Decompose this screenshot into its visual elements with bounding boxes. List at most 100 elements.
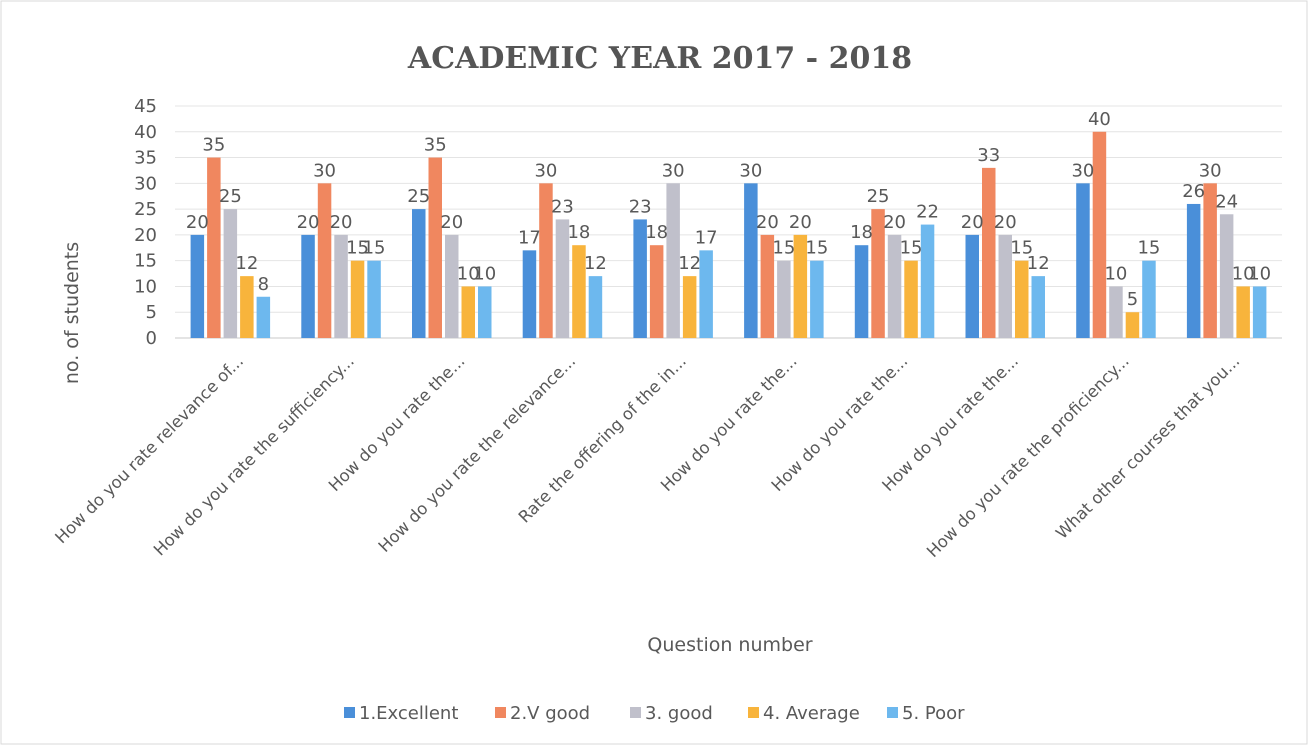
legend: 1.Excellent 2.V good 3. good 4. Average 5. P… xyxy=(344,703,965,724)
data-label: 17 xyxy=(695,227,718,248)
y-axis-ticks: 0 5 10 15 20 25 30 35 40 45 xyxy=(134,96,157,349)
bar xyxy=(367,260,381,338)
bar xyxy=(1076,183,1090,338)
x-axis-label: Question number xyxy=(647,634,812,656)
data-label: 20 xyxy=(961,212,984,233)
bar xyxy=(445,234,459,338)
y-tick-label: 15 xyxy=(134,251,157,272)
data-label: 8 xyxy=(258,274,269,295)
legend-swatch xyxy=(344,707,355,718)
data-label: 15 xyxy=(805,238,828,259)
legend-swatch xyxy=(887,707,898,718)
data-label: 35 xyxy=(202,135,225,156)
data-label: 10 xyxy=(1248,263,1271,284)
y-tick-label: 5 xyxy=(146,302,157,323)
data-label: 23 xyxy=(629,196,652,217)
bar xyxy=(871,209,885,338)
bar xyxy=(1236,286,1250,338)
y-tick-label: 30 xyxy=(134,173,157,194)
bar xyxy=(461,286,475,338)
bar xyxy=(1109,286,1123,338)
bar xyxy=(777,260,791,338)
y-tick-label: 45 xyxy=(134,96,157,117)
bar xyxy=(1092,131,1107,338)
legend-label: 3. good xyxy=(645,703,713,724)
bar xyxy=(412,209,426,338)
bar xyxy=(478,286,492,338)
chart-title: ACADEMIC YEAR 2017 - 2018 xyxy=(407,41,912,76)
data-label: 20 xyxy=(297,212,320,233)
data-label: 20 xyxy=(789,212,812,233)
bar xyxy=(1142,260,1156,338)
bar xyxy=(539,183,553,338)
bar xyxy=(240,276,254,338)
data-label: 15 xyxy=(1137,238,1160,259)
data-label: 30 xyxy=(739,160,762,181)
bar xyxy=(793,234,808,338)
data-label: 10 xyxy=(457,263,480,284)
bar xyxy=(1125,312,1140,338)
data-label: 33 xyxy=(977,145,1000,166)
data-label: 25 xyxy=(219,186,242,207)
data-label: 23 xyxy=(551,196,574,217)
data-label: 30 xyxy=(1071,160,1094,181)
bar xyxy=(854,245,869,338)
bar xyxy=(1203,183,1217,338)
legend-label: 1.Excellent xyxy=(359,703,458,724)
bar xyxy=(572,245,586,338)
data-label: 18 xyxy=(850,222,873,243)
bar xyxy=(317,183,332,338)
bar xyxy=(1186,203,1201,338)
bar xyxy=(982,167,996,338)
bar xyxy=(350,260,365,338)
bar xyxy=(998,234,1012,338)
data-label: 10 xyxy=(1104,263,1127,284)
data-label: 12 xyxy=(235,253,258,274)
bar xyxy=(666,183,680,338)
legend-label: 5. Poor xyxy=(902,703,965,724)
y-axis-label: no. of students xyxy=(61,242,83,384)
data-label: 22 xyxy=(916,202,939,223)
bar xyxy=(699,250,713,338)
y-tick-label: 40 xyxy=(134,122,157,143)
data-label: 30 xyxy=(534,160,557,181)
bars xyxy=(190,131,1267,338)
data-label: 15 xyxy=(772,238,795,259)
data-label: 18 xyxy=(567,222,590,243)
y-tick-label: 10 xyxy=(134,276,157,297)
data-label: 12 xyxy=(1027,253,1050,274)
data-label: 40 xyxy=(1088,109,1111,130)
bar xyxy=(744,183,758,338)
legend-swatch xyxy=(748,707,759,718)
bar xyxy=(207,157,221,338)
data-label: 15 xyxy=(1010,238,1033,259)
bar xyxy=(1015,260,1029,338)
data-label: 20 xyxy=(756,212,779,233)
y-tick-label: 25 xyxy=(134,199,157,220)
data-label: 20 xyxy=(883,212,906,233)
data-labels: 2035251282030201515253520101017302318122… xyxy=(186,109,1271,310)
bar xyxy=(522,250,537,338)
data-label: 12 xyxy=(678,253,701,274)
legend-label: 2.V good xyxy=(510,703,590,724)
bar xyxy=(301,234,315,338)
bar xyxy=(682,276,697,338)
bar xyxy=(428,157,442,338)
bar xyxy=(887,234,902,338)
y-tick-label: 0 xyxy=(146,328,157,349)
data-label: 26 xyxy=(1182,181,1205,202)
bar xyxy=(649,245,664,338)
bar xyxy=(555,219,570,338)
data-label: 24 xyxy=(1215,191,1238,212)
y-tick-label: 20 xyxy=(134,225,157,246)
bar xyxy=(1219,214,1234,338)
bar xyxy=(904,260,918,338)
data-label: 5 xyxy=(1127,289,1138,310)
legend-swatch xyxy=(495,707,506,718)
data-label: 18 xyxy=(645,222,668,243)
bar xyxy=(256,296,271,338)
data-label: 15 xyxy=(346,238,369,259)
data-label: 15 xyxy=(363,238,386,259)
data-label: 20 xyxy=(994,212,1017,233)
